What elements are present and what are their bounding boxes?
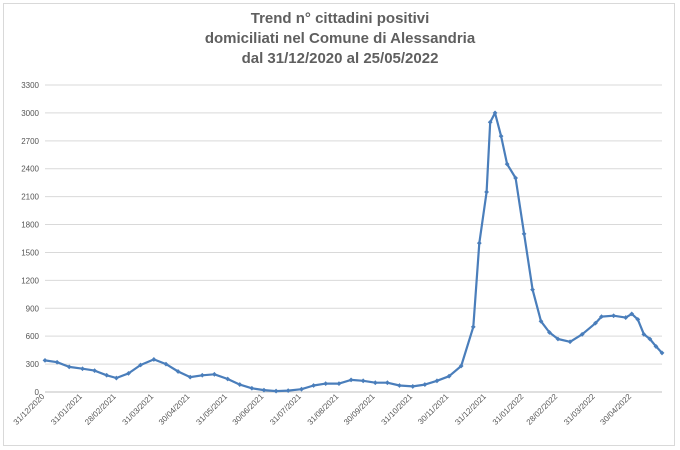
data-point [521,231,527,237]
data-point [80,366,85,372]
x-tick-label: 31/05/2021 [194,392,229,427]
data-point [311,383,316,388]
data-point [530,287,535,293]
data-point [422,382,428,387]
x-tick-label: 31/12/2020 [12,392,47,427]
data-point [66,364,72,370]
data-point [504,161,510,167]
data-point [138,362,143,368]
data-point [113,375,119,381]
x-axis-tick-labels: 31/12/2020 31/01/2021 28/02/2021 31/03/2021… [12,392,634,427]
data-point [492,110,498,116]
y-tick-label: 2100 [21,193,39,202]
x-tick-label: 31/12/2021 [453,392,488,427]
data-point [659,350,665,356]
data-point [629,311,635,317]
gridlines [45,84,662,365]
data-point [126,370,131,376]
y-axis-tick-labels: 0 300 600 900 1200 1500 1800 2100 2400 2700 3000 33… [21,81,39,397]
data-point [397,383,402,388]
data-point [579,331,585,337]
y-tick-label: 1200 [21,276,39,285]
x-tick-label: 30/11/2021 [416,392,451,427]
data-point [175,369,181,374]
y-tick-label: 3300 [21,81,39,90]
y-tick-label: 300 [26,360,40,369]
data-point [446,373,452,379]
data-point [237,382,243,387]
data-point [299,386,304,392]
data-point [42,357,48,363]
data-point [498,133,504,139]
x-tick-label: 30/04/2021 [157,392,192,427]
data-point [599,314,604,320]
data-point [54,359,60,365]
y-tick-label: 1500 [21,248,39,257]
chart-title-line-3: dal 31/12/2020 al 25/05/2022 [241,50,439,67]
chart-title-line-2: domiciliati nel Comune di Alessandria [204,30,476,47]
series-line [44,111,663,393]
data-point [199,372,205,378]
x-tick-label: 28/02/2021 [83,392,118,427]
data-point [151,357,157,362]
x-tick-label: 31/01/2021 [49,392,84,427]
y-tick-label: 900 [26,304,40,313]
data-point [187,374,193,380]
data-point [348,377,354,383]
data-point [611,313,617,319]
data-point [434,378,440,384]
x-tick-label: 30/04/2022 [598,392,633,427]
data-point [653,344,659,349]
data-point [593,320,598,326]
data-point [360,378,366,384]
y-tick-label: 1800 [21,221,39,230]
x-tick-label: 28/02/2022 [525,392,560,427]
data-point [458,363,464,369]
data-point [163,361,169,367]
data-point [336,381,342,387]
x-tick-label: 31/07/2021 [268,392,303,427]
series-markers [42,110,665,394]
data-point [538,318,544,324]
data-point [513,175,519,181]
data-point [476,240,482,246]
x-tick-label: 31/03/2022 [562,392,597,427]
y-tick-label: 0 [35,388,40,397]
data-point [372,380,378,386]
data-point [249,385,255,391]
data-point [623,315,629,320]
data-point [410,384,416,389]
x-tick-label: 31/03/2021 [121,392,156,427]
data-point [261,387,267,393]
data-point [567,339,573,345]
y-tick-label: 2700 [21,137,39,146]
x-tick-label: 31/01/2022 [491,392,526,427]
y-tick-label: 600 [26,332,40,341]
data-point [555,336,561,342]
data-point [641,331,647,337]
chart-title-line-1: Trend n° cittadini positivi [250,10,430,27]
x-tick-label: 30/09/2021 [342,392,377,427]
data-point [647,336,653,342]
data-point [547,330,552,335]
data-point [225,376,231,382]
data-point [285,388,291,394]
data-point [323,381,329,387]
data-point [211,371,217,377]
data-point [484,189,489,195]
data-point [104,372,110,378]
data-point [635,317,641,322]
x-tick-label: 31/08/2021 [306,392,341,427]
x-tick-label: 31/10/2021 [380,392,415,427]
data-point [273,388,279,394]
x-tick-label: 30/06/2021 [231,392,266,427]
data-point [470,324,476,330]
data-point [384,380,390,386]
data-point [487,119,493,125]
data-point [92,368,98,374]
y-tick-label: 3000 [21,109,39,118]
y-tick-label: 2400 [21,165,39,174]
